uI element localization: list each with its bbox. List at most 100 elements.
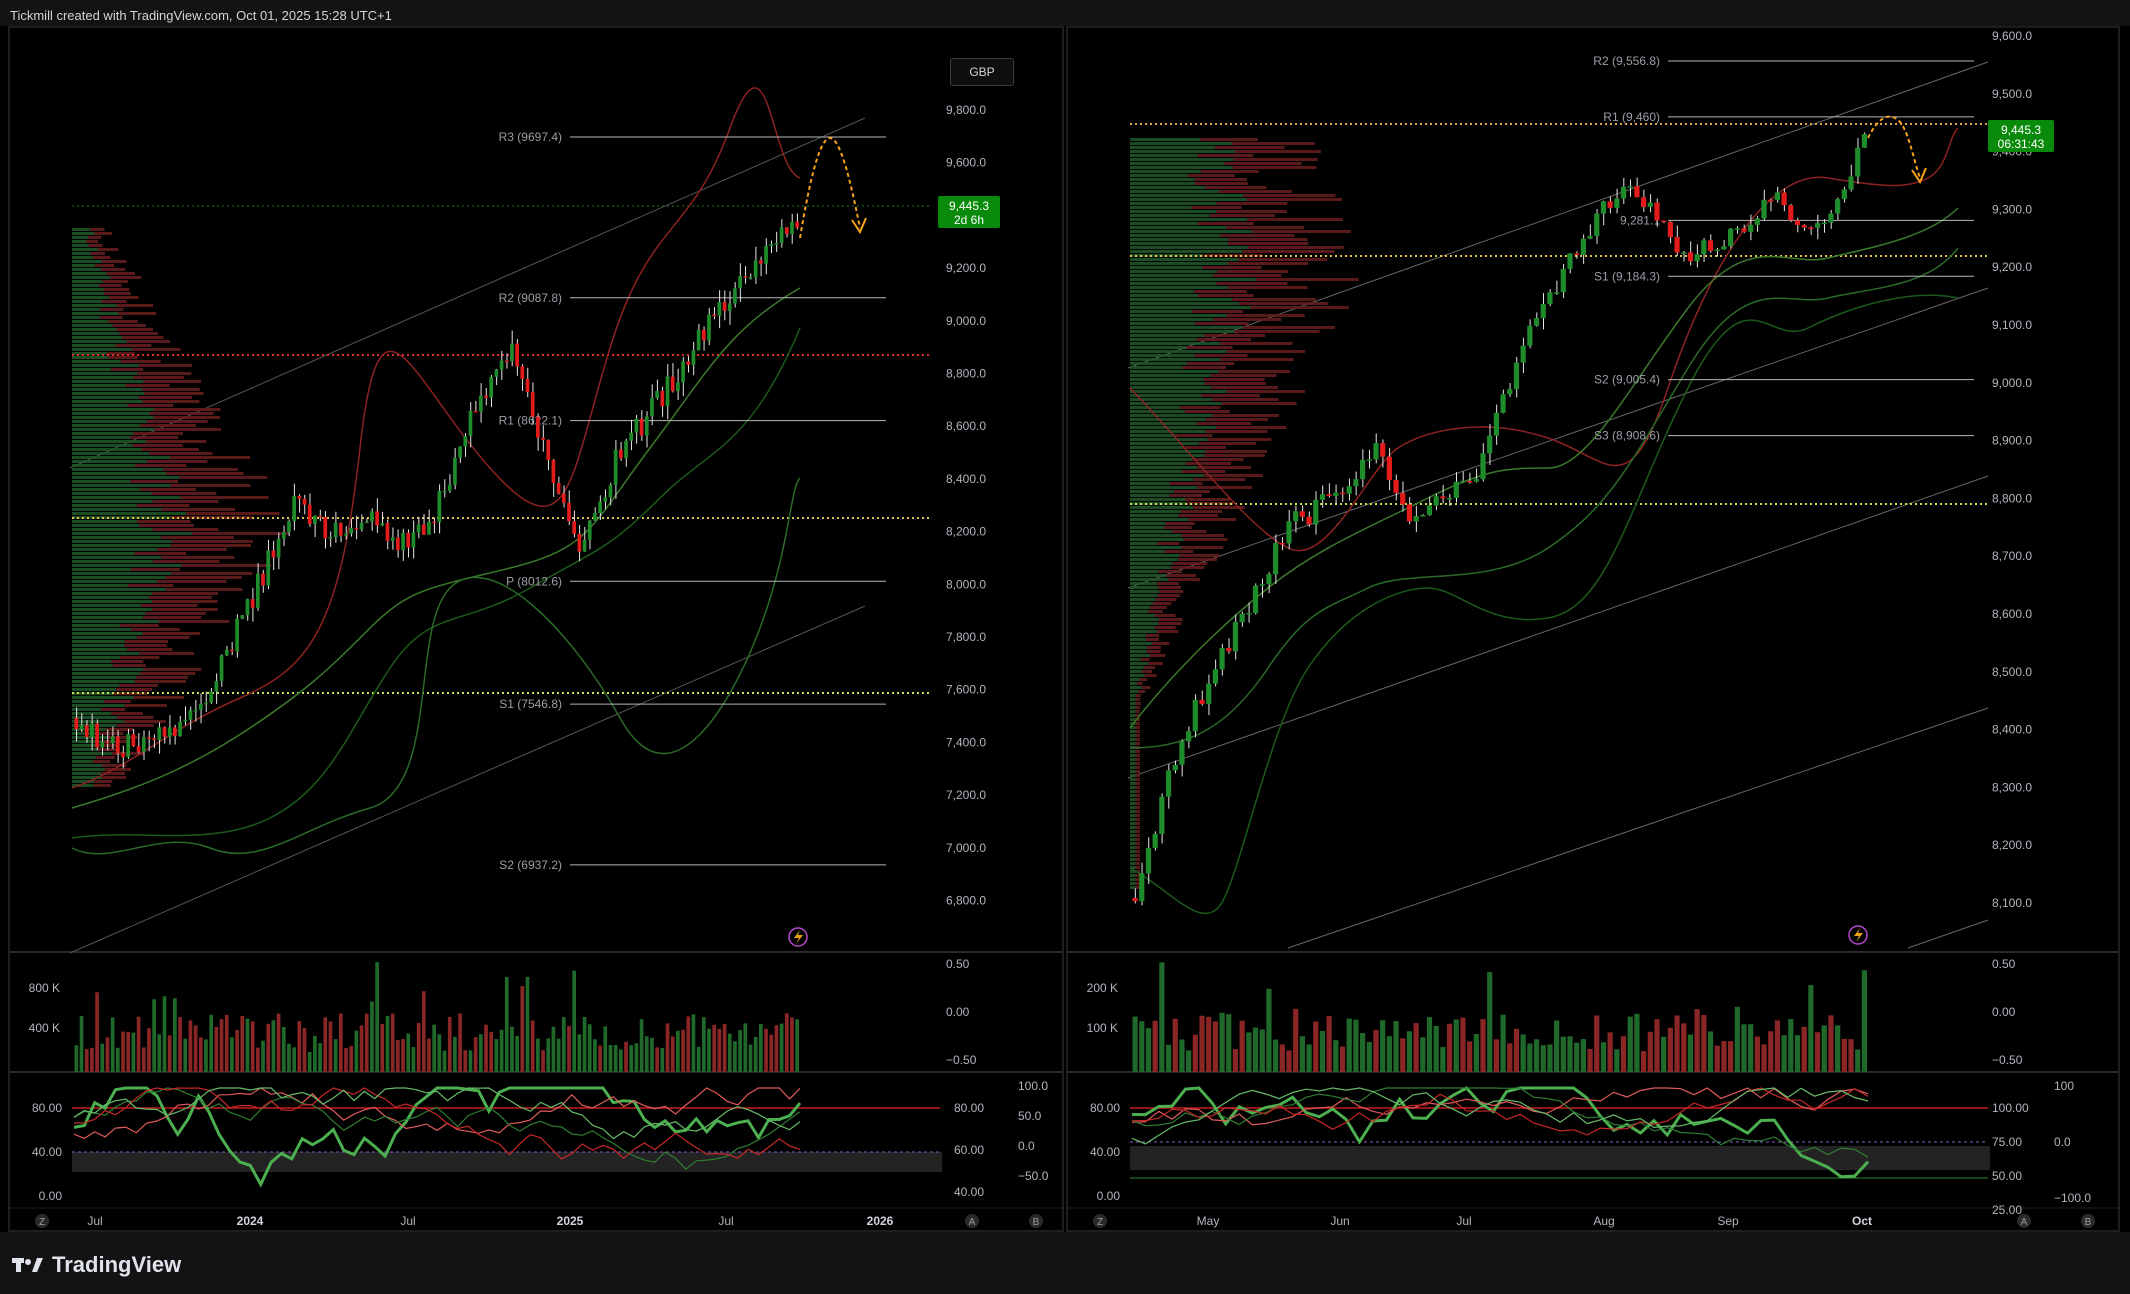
candle-body[interactable] [1801, 224, 1807, 228]
candle-body[interactable] [157, 727, 162, 741]
candle-body[interactable] [1212, 669, 1218, 684]
candle-body[interactable] [1587, 235, 1593, 239]
candle-body[interactable] [1252, 585, 1259, 614]
candle-body[interactable] [774, 243, 779, 245]
candle-body[interactable] [136, 745, 141, 753]
candle-body[interactable] [271, 550, 276, 558]
candle-body[interactable] [84, 725, 89, 737]
candle-body[interactable] [95, 723, 99, 748]
chart-panel-weekly[interactable]: GBP R3 (9697.4) R2 (9087.8) R1 (8622.1) P (… [8, 26, 1064, 1232]
candle-body[interactable] [707, 314, 711, 341]
candle-body[interactable] [1674, 236, 1680, 253]
candle-body[interactable] [1460, 480, 1466, 483]
candle-body[interactable] [1600, 201, 1607, 214]
candle-body[interactable] [665, 376, 670, 407]
candle-body[interactable] [1420, 515, 1426, 517]
candle-body[interactable] [733, 288, 737, 304]
candle-body[interactable] [370, 511, 374, 522]
candle-body[interactable] [453, 457, 457, 485]
candle-body[interactable] [1473, 479, 1479, 482]
candle-body[interactable] [74, 718, 79, 730]
candle-body[interactable] [582, 539, 587, 552]
candle-body[interactable] [256, 573, 260, 608]
candle-body[interactable] [442, 490, 447, 493]
candle-body[interactable] [1614, 198, 1620, 208]
candle-body[interactable] [769, 244, 774, 247]
candle-body[interactable] [1286, 521, 1292, 544]
candle-body[interactable] [515, 343, 519, 367]
candle-body[interactable] [261, 573, 265, 586]
candle-body[interactable] [722, 302, 727, 311]
candle-body[interactable] [759, 260, 763, 264]
candle-body[interactable] [504, 360, 509, 363]
candle-body[interactable] [1199, 699, 1205, 705]
candle-body[interactable] [1259, 584, 1265, 586]
candle-body[interactable] [437, 491, 442, 523]
candle-body[interactable] [1487, 435, 1493, 454]
candle-body[interactable] [323, 517, 328, 539]
corner-button[interactable] [35, 1214, 49, 1228]
candle-body[interactable] [624, 440, 628, 459]
candle-body[interactable] [1319, 494, 1326, 500]
candle-body[interactable] [608, 485, 613, 498]
candle-body[interactable] [1620, 186, 1627, 199]
candle-body[interactable] [1480, 453, 1486, 480]
candle-body[interactable] [619, 449, 623, 459]
candle-body[interactable] [1788, 205, 1794, 221]
candle-body[interactable] [1400, 492, 1406, 505]
candle-body[interactable] [484, 395, 488, 398]
candle-body[interactable] [790, 221, 794, 234]
candle-body[interactable] [1527, 325, 1533, 346]
candle-body[interactable] [105, 741, 110, 744]
candle-body[interactable] [1707, 240, 1714, 251]
candle-body[interactable] [458, 446, 462, 458]
candle-body[interactable] [230, 649, 234, 652]
candle-body[interactable] [1781, 192, 1787, 206]
candle-body[interactable] [297, 496, 302, 499]
candle-body[interactable] [219, 655, 224, 681]
time-axis[interactable]: May Jun Jul Aug Sep Oct Z A B [1093, 1214, 2095, 1228]
candle-body[interactable] [1768, 199, 1774, 202]
candle-body[interactable] [1339, 492, 1346, 495]
candle-body[interactable] [1493, 412, 1499, 436]
candle-body[interactable] [1841, 189, 1847, 200]
candle-body[interactable] [1186, 731, 1192, 742]
candle-body[interactable] [546, 439, 551, 461]
candle-body[interactable] [655, 390, 659, 398]
lightning-icon[interactable] [788, 927, 808, 947]
candle-body[interactable] [1145, 847, 1152, 874]
candle-body[interactable] [1279, 542, 1285, 545]
candle-body[interactable] [1748, 224, 1754, 232]
candle-body[interactable] [577, 533, 582, 552]
candle-body[interactable] [100, 741, 105, 748]
candle-body[interactable] [1346, 486, 1352, 494]
candle-body[interactable] [115, 736, 120, 754]
candle-body[interactable] [1580, 238, 1586, 255]
candle-body[interactable] [214, 680, 219, 692]
candle-body[interactable] [276, 538, 281, 558]
candle-body[interactable] [313, 515, 317, 524]
candle-body[interactable] [178, 721, 182, 737]
candle-body[interactable] [1239, 613, 1245, 623]
candle-body[interactable] [520, 366, 525, 379]
candle-body[interactable] [328, 537, 333, 539]
candle-body[interactable] [380, 523, 385, 526]
candle-body[interactable] [1694, 254, 1700, 262]
candle-body[interactable] [753, 260, 758, 278]
candle-body[interactable] [717, 302, 722, 316]
candle-body[interactable] [1627, 186, 1633, 188]
candle-body[interactable] [162, 727, 167, 737]
candle-body[interactable] [292, 496, 296, 522]
candle-body[interactable] [639, 418, 644, 436]
candle-body[interactable] [416, 524, 421, 533]
candle-body[interactable] [1533, 318, 1540, 326]
candle-body[interactable] [1132, 898, 1138, 902]
candle-body[interactable] [385, 523, 390, 541]
candle-body[interactable] [670, 376, 675, 392]
candle-body[interactable] [167, 727, 172, 737]
candle-body[interactable] [1687, 252, 1694, 262]
corner-button[interactable] [2017, 1214, 2031, 1228]
candle-body[interactable] [235, 618, 239, 652]
candle-body[interactable] [307, 504, 312, 524]
candle-body[interactable] [681, 361, 685, 383]
